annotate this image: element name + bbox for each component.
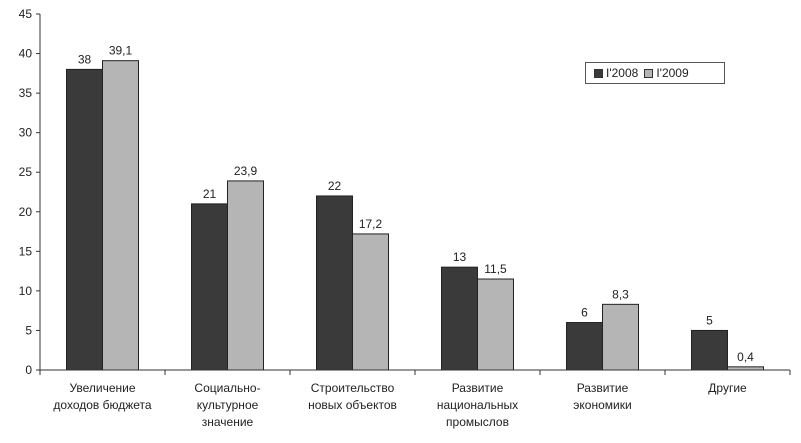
y-tick-label: 35 bbox=[19, 86, 33, 100]
category-label: Другие bbox=[708, 381, 747, 395]
y-tick-label: 45 bbox=[19, 7, 33, 21]
legend-swatch-series-2 bbox=[644, 68, 654, 78]
bar-series-1 bbox=[691, 329, 728, 371]
y-tick-label: 20 bbox=[19, 205, 33, 219]
bars: 38 39,1 21 23,9 22 17,2 13 11,5 6 8,3 5 0,4 bbox=[66, 44, 764, 371]
bar-series-1 bbox=[66, 68, 103, 371]
bar-series-2 bbox=[602, 303, 639, 371]
bar-series-1 bbox=[441, 266, 478, 371]
bar-series-1 bbox=[191, 203, 228, 371]
y-tick-label: 0 bbox=[25, 363, 32, 377]
category-label: Строительство новых объектов bbox=[308, 381, 397, 412]
data-label-series-1: 22 bbox=[328, 179, 342, 193]
category-label: Социально-культурное значение bbox=[194, 381, 260, 429]
y-tick-label: 5 bbox=[25, 323, 32, 337]
y-tick-label: 30 bbox=[19, 126, 33, 140]
y-tick-label: 15 bbox=[19, 244, 33, 258]
category-label: Увеличение доходов бюджета bbox=[53, 381, 151, 412]
legend-item-series-1: I'2008 bbox=[594, 66, 638, 80]
data-label-series-1: 38 bbox=[78, 52, 92, 66]
data-label-series-2: 39,1 bbox=[109, 44, 133, 58]
y-tick-label: 10 bbox=[19, 284, 33, 298]
y-axis: 0 5 10 15 20 25 30 35 40 45 bbox=[19, 7, 41, 377]
data-label-series-2: 11,5 bbox=[484, 262, 507, 276]
data-label-series-1: 13 bbox=[453, 250, 467, 264]
legend-label-series-1: I'2008 bbox=[606, 66, 639, 80]
bar-series-2 bbox=[477, 278, 514, 371]
data-label-series-1: 21 bbox=[203, 187, 217, 201]
data-label-series-2: 23,9 bbox=[234, 164, 258, 178]
y-tick-label: 25 bbox=[19, 165, 33, 179]
data-label-series-1: 6 bbox=[581, 306, 588, 320]
legend-item-series-2: I'2009 bbox=[644, 66, 689, 80]
data-label-series-2: 17,2 bbox=[359, 217, 383, 231]
bar-series-1 bbox=[316, 195, 353, 371]
bar-series-2 bbox=[352, 233, 389, 371]
x-axis: Увеличение доходов бюджета Социально-культ… bbox=[39, 369, 791, 429]
category-label: Развитие экономики bbox=[573, 381, 631, 412]
legend: I'2008 I'2009 bbox=[585, 62, 725, 84]
data-label-series-1: 5 bbox=[706, 313, 713, 327]
bar-series-2 bbox=[102, 60, 139, 371]
category-label: Развитие национальных промыслов bbox=[437, 381, 518, 429]
y-tick-label: 40 bbox=[19, 47, 33, 61]
legend-label-series-2: I'2009 bbox=[656, 66, 689, 80]
data-label-series-2: 0,4 bbox=[737, 350, 754, 364]
bar-series-1 bbox=[566, 322, 603, 371]
legend-swatch-series-1 bbox=[594, 68, 603, 78]
data-label-series-2: 8,3 bbox=[612, 287, 629, 301]
bar-series-2 bbox=[227, 180, 264, 371]
